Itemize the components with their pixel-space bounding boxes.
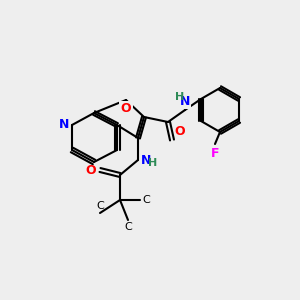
Text: N: N bbox=[180, 95, 190, 108]
Text: C: C bbox=[142, 195, 150, 205]
Text: H: H bbox=[176, 92, 184, 102]
Text: F: F bbox=[211, 147, 219, 160]
Text: C: C bbox=[96, 201, 104, 211]
Text: O: O bbox=[174, 125, 184, 138]
Text: N: N bbox=[58, 118, 69, 131]
Text: C: C bbox=[124, 222, 132, 232]
Text: O: O bbox=[121, 102, 131, 115]
Text: H: H bbox=[148, 158, 157, 168]
Text: O: O bbox=[85, 164, 96, 176]
Text: N: N bbox=[141, 154, 152, 166]
